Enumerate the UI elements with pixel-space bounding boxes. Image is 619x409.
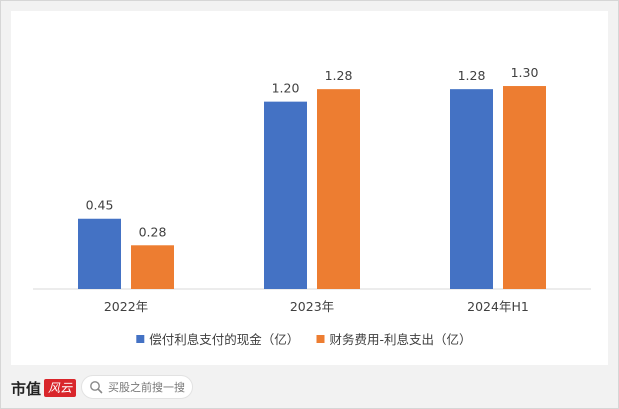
x-tick-label-2: 2024年H1	[467, 299, 529, 314]
bar-1-2	[503, 86, 546, 289]
search-icon	[90, 381, 103, 394]
bar-chart: 0.45 0.28 2022年 1.20 1.28 2023年 1.28 1.30 2024年H…	[33, 65, 591, 347]
bar-1-1	[317, 89, 360, 289]
brand-logo[interactable]: 市值 风云	[11, 375, 77, 401]
legend-swatch-0	[136, 335, 145, 343]
legend-label-0: 偿付利息支付的现金（亿）	[149, 332, 299, 347]
bar-0-0	[78, 218, 121, 289]
bar-0-1	[264, 101, 307, 289]
data-label-1-0: 0.28	[139, 224, 167, 239]
x-tick-label-0: 2022年	[104, 299, 148, 314]
footer-bar: 市值 风云 买股之前搜一搜	[1, 369, 618, 407]
bar-0-2	[450, 89, 493, 289]
brand-mark: 风云	[44, 379, 77, 397]
data-label-0-1: 1.20	[272, 81, 300, 96]
legend-swatch-1	[316, 335, 325, 343]
data-label-1-1: 1.28	[325, 68, 353, 83]
data-label-0-0: 0.45	[86, 198, 114, 213]
search-box[interactable]: 买股之前搜一搜	[81, 375, 193, 399]
search-placeholder: 买股之前搜一搜	[108, 381, 185, 394]
data-label-0-2: 1.28	[458, 68, 486, 83]
legend-label-1: 财务费用-利息支出（亿）	[330, 332, 472, 347]
bar-1-0	[131, 245, 174, 289]
data-label-1-2: 1.30	[511, 65, 539, 80]
x-tick-label-1: 2023年	[290, 299, 334, 314]
brand-name: 市值	[11, 379, 42, 398]
chart-card: 0.45 0.28 2022年 1.20 1.28 2023年 1.28 1.30 2024年H…	[11, 11, 608, 365]
